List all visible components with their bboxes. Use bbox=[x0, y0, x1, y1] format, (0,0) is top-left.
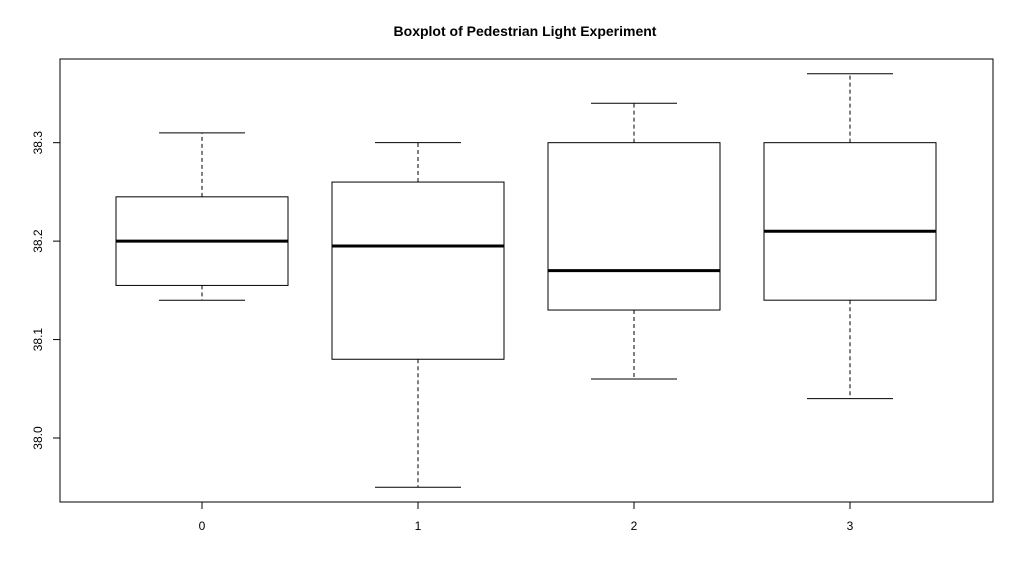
x-tick-label: 1 bbox=[415, 519, 422, 533]
x-tick-label: 3 bbox=[847, 519, 854, 533]
y-tick-label: 38.0 bbox=[31, 426, 45, 450]
chart-title: Boxplot of Pedestrian Light Experiment bbox=[394, 23, 657, 39]
box bbox=[763, 142, 937, 301]
y-tick-label: 38.2 bbox=[31, 229, 45, 253]
y-tick-label: 38.3 bbox=[31, 131, 45, 155]
x-tick-label: 0 bbox=[199, 519, 206, 533]
plot-frame bbox=[59, 58, 994, 503]
x-tick-label: 2 bbox=[631, 519, 638, 533]
box bbox=[331, 181, 505, 360]
y-tick-label: 38.1 bbox=[31, 328, 45, 352]
box bbox=[547, 142, 721, 311]
